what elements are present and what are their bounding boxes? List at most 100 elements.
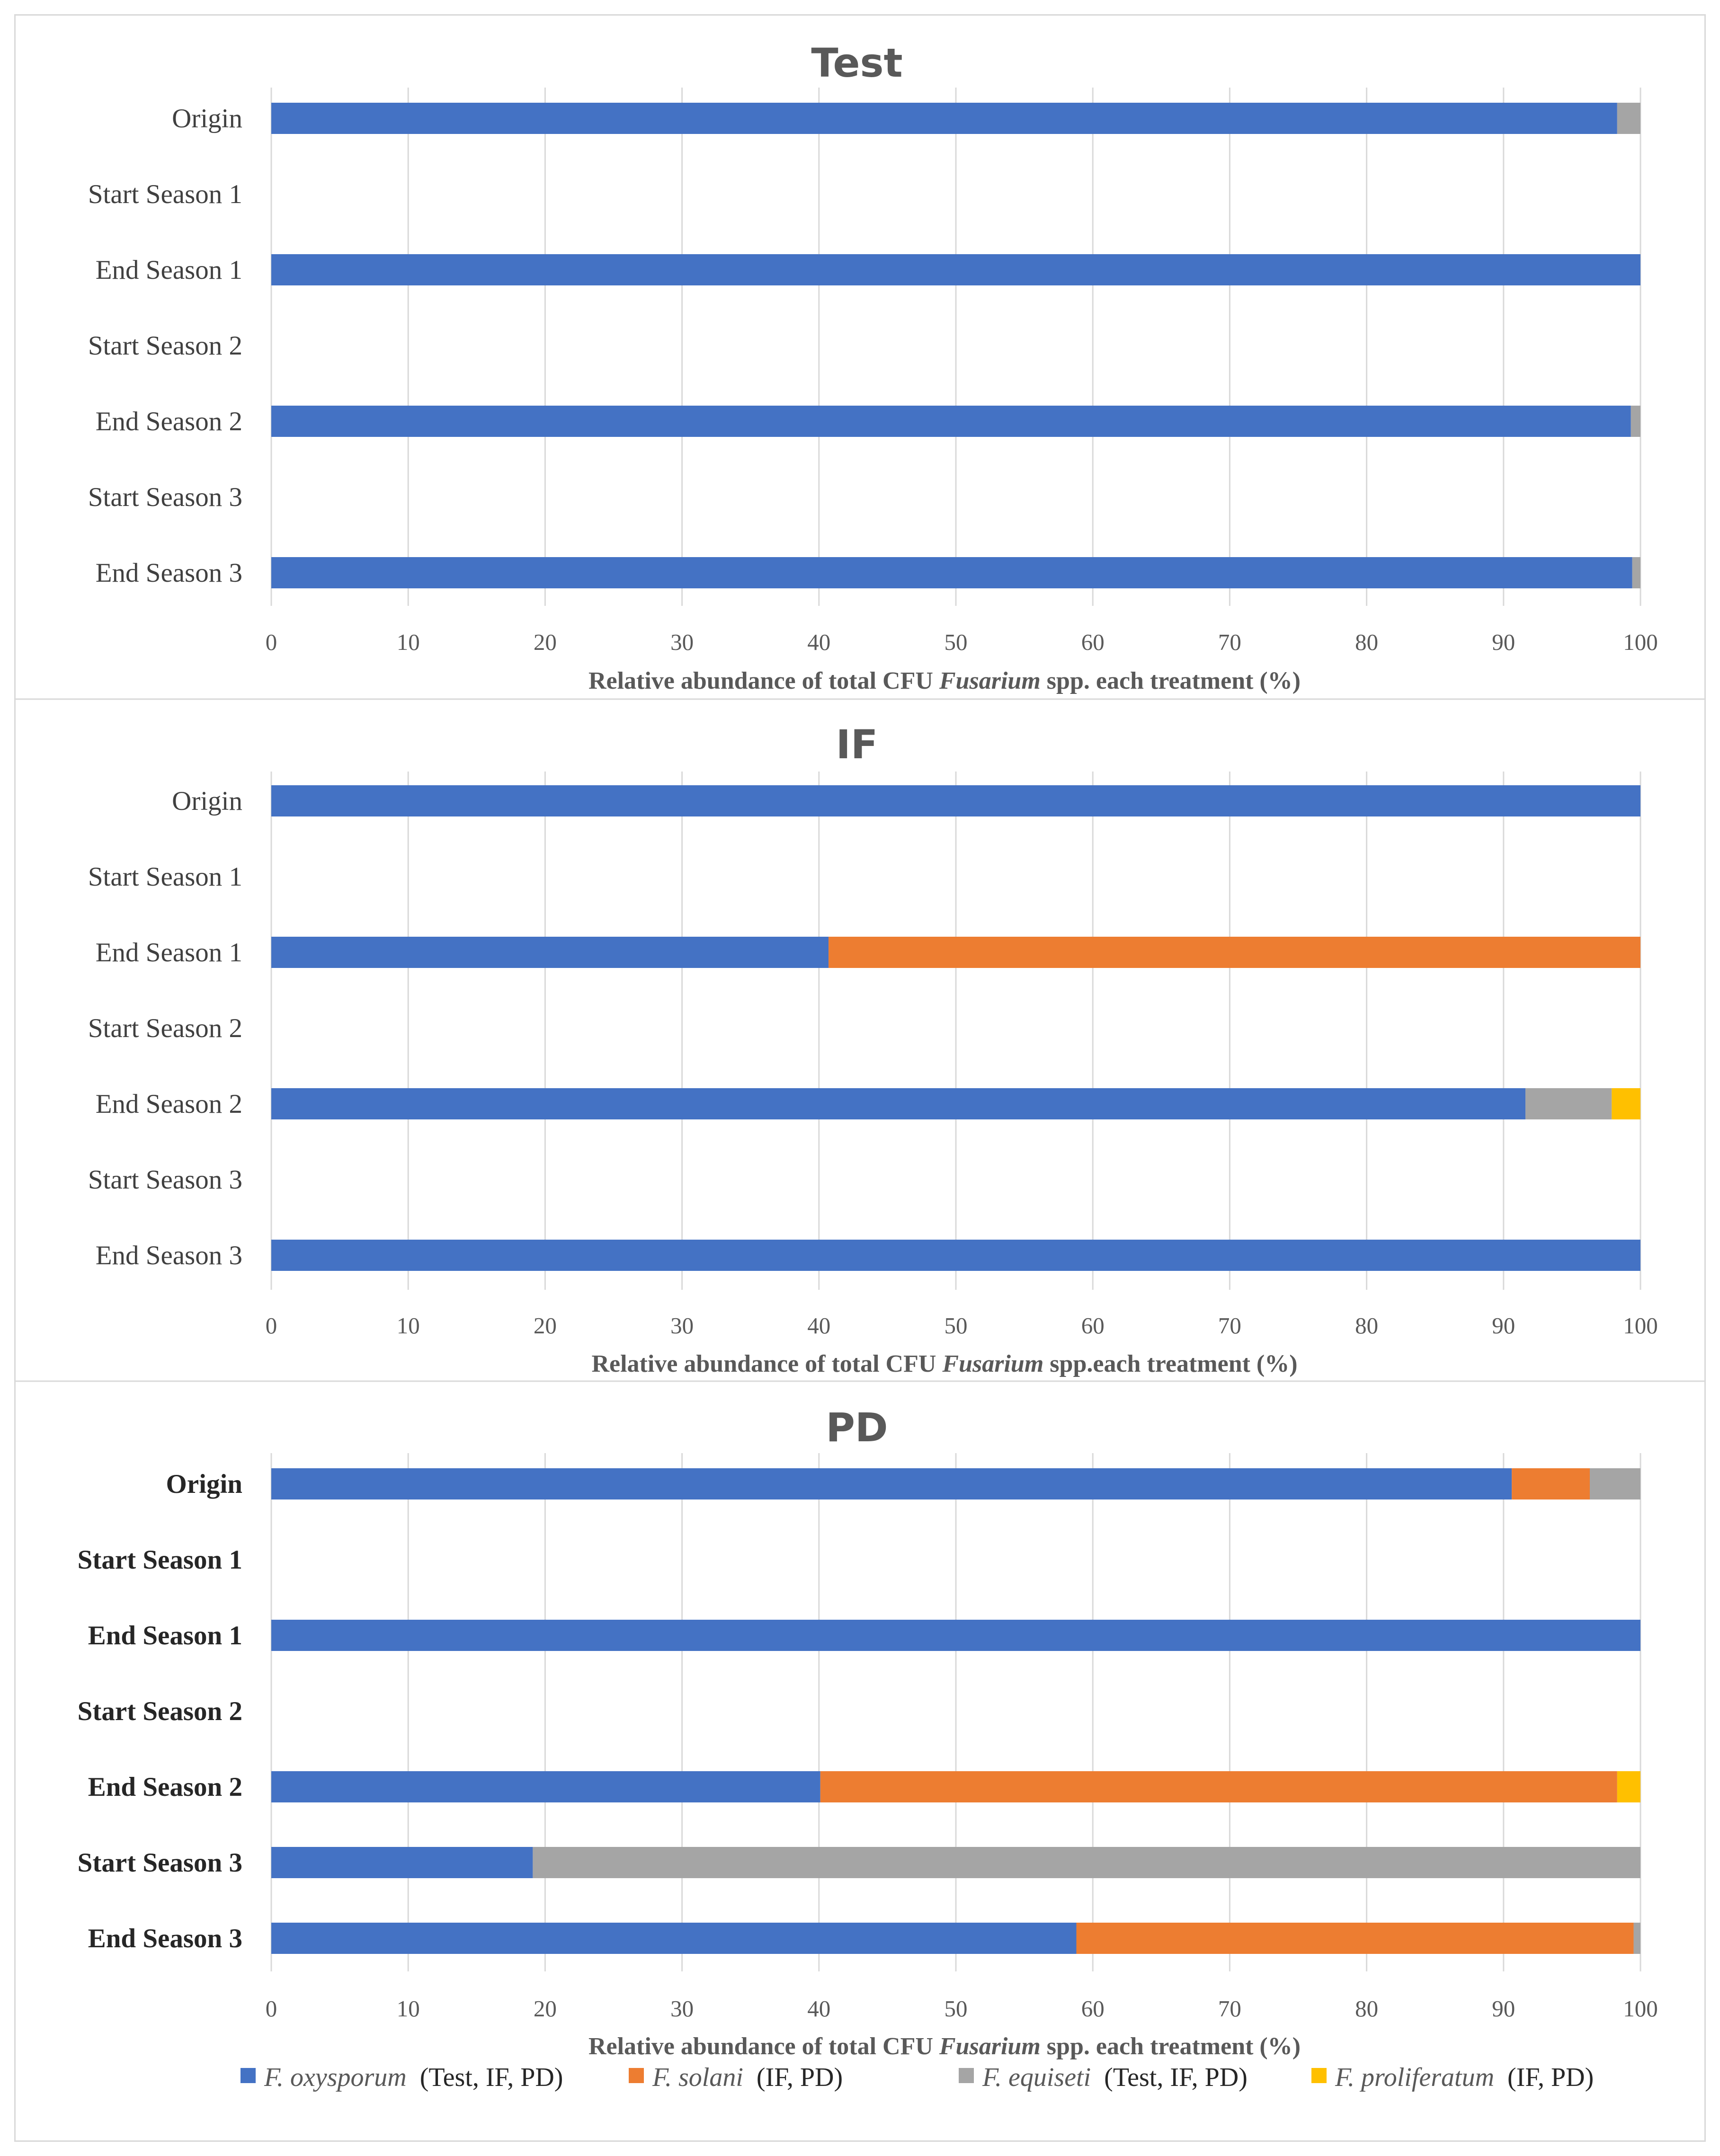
x-tick-label: 50 [945, 1313, 968, 1339]
x-tick-label: 50 [945, 629, 968, 655]
chart-title: IF [836, 721, 878, 768]
bar-f-oxysporum-end-season-3 [271, 1240, 1640, 1271]
x-axis-title: Relative abundance of total CFU Fusarium… [588, 667, 1301, 694]
bar-f-equiseti-origin [1589, 1468, 1640, 1499]
category-label: Start Season 3 [88, 482, 242, 512]
bar-f-equiseti-end-season-2 [1525, 1088, 1612, 1119]
x-axis-title: Relative abundance of total CFU Fusarium… [588, 2033, 1301, 2060]
legend-swatch-f-equiseti [959, 2068, 974, 2083]
bar-f-equiseti-origin [1617, 103, 1640, 134]
bar-f-oxysporum-end-season-1 [271, 254, 1640, 285]
bar-f-equiseti-start-season-3 [533, 1847, 1640, 1878]
category-label: End Season 3 [96, 558, 242, 588]
x-tick-label: 0 [266, 629, 277, 655]
legend-swatch-f-oxysporum [241, 2068, 256, 2083]
x-tick-label: 20 [534, 1996, 557, 2022]
x-tick-label: 60 [1081, 1313, 1105, 1339]
category-label: Start Season 3 [78, 1848, 242, 1878]
x-tick-label: 30 [670, 1313, 694, 1339]
category-label: Start Season 2 [78, 1696, 242, 1726]
x-tick-label: 90 [1492, 1996, 1515, 2022]
x-tick-label: 60 [1081, 1996, 1105, 2022]
bar-f-solani-end-season-2 [820, 1771, 1617, 1802]
bar-f-solani-end-season-3 [1076, 1923, 1634, 1954]
chart-panel-pd: PD Origin Start Season 1 End Season 1 Start … [78, 1404, 1658, 2060]
bar-f-oxysporum-origin [271, 103, 1617, 134]
category-label: Start Season 1 [88, 179, 242, 209]
chart-panel-if: IF Origin Start Season 1 End Season 1 Start … [88, 721, 1658, 1377]
bar-f-equiseti-end-season-3 [1633, 1923, 1640, 1954]
x-tick-label: 100 [1623, 629, 1658, 655]
x-tick-label: 30 [670, 629, 694, 655]
bar-f-oxysporum-start-season-3 [271, 1847, 533, 1878]
category-label: End Season 3 [96, 1241, 242, 1270]
category-label: Origin [172, 786, 242, 816]
x-tick-label: 10 [397, 1996, 420, 2022]
bar-f-oxysporum-origin [271, 785, 1640, 816]
chart-title: Test [811, 40, 902, 86]
legend-swatch-f-solani [629, 2068, 644, 2083]
x-tick-label: 40 [807, 1313, 830, 1339]
bar-f-oxysporum-end-season-2 [271, 1088, 1526, 1119]
x-tick-label: 50 [945, 1996, 968, 2022]
category-label: End Season 1 [88, 1621, 242, 1650]
x-tick-label: 80 [1355, 1996, 1378, 2022]
figure-frame [14, 14, 1706, 2142]
x-tick-label: 70 [1218, 629, 1241, 655]
legend-entry-f-equiseti: F. equiseti (Test, IF, PD) [982, 2063, 1248, 2092]
bar-f-oxysporum-end-season-1 [271, 1620, 1640, 1651]
legend-entry-f-solani: F. solani (IF, PD) [652, 2063, 843, 2092]
x-tick-label: 80 [1355, 629, 1378, 655]
bar-f-oxysporum-origin [271, 1468, 1512, 1499]
category-label: End Season 1 [96, 255, 242, 285]
x-tick-label: 100 [1623, 1313, 1658, 1339]
x-tick-label: 90 [1492, 629, 1515, 655]
category-label: Start Season 2 [88, 1013, 242, 1043]
bar-f-oxysporum-end-season-2 [271, 406, 1631, 437]
bar-f-proliferatum-end-season-2 [1617, 1771, 1640, 1802]
x-tick-label: 40 [807, 1996, 830, 2022]
x-tick-label: 10 [397, 1313, 420, 1339]
category-label: End Season 2 [88, 1772, 242, 1802]
category-label: End Season 1 [96, 938, 242, 967]
legend: F. oxysporum (Test, IF, PD) F. solani (IF, … [241, 2063, 1594, 2092]
category-label: Origin [166, 1469, 242, 1499]
x-tick-label: 10 [397, 629, 420, 655]
bar-f-oxysporum-end-season-1 [271, 937, 829, 968]
x-tick-label: 0 [266, 1996, 277, 2022]
bar-f-equiseti-end-season-2 [1631, 406, 1640, 437]
x-tick-label: 40 [807, 629, 830, 655]
x-tick-label: 90 [1492, 1313, 1515, 1339]
category-label: Start Season 1 [88, 862, 242, 892]
x-tick-label: 20 [534, 1313, 557, 1339]
chart-panel-test: Test Origin Start Season 1 End Season 1 Star… [88, 40, 1658, 694]
category-label: End Season 2 [96, 407, 242, 436]
x-tick-label: 70 [1218, 1313, 1241, 1339]
chart-title: PD [826, 1404, 888, 1451]
category-label: End Season 2 [96, 1089, 242, 1119]
category-label: Origin [172, 104, 242, 133]
x-tick-label: 60 [1081, 629, 1105, 655]
bar-f-oxysporum-end-season-3 [271, 1923, 1077, 1954]
bar-f-oxysporum-end-season-2 [271, 1771, 820, 1802]
x-tick-label: 30 [670, 1996, 694, 2022]
x-tick-label: 70 [1218, 1996, 1241, 2022]
x-tick-label: 100 [1623, 1996, 1658, 2022]
category-label: Start Season 1 [78, 1545, 242, 1575]
x-axis-title: Relative abundance of total CFU Fusarium… [591, 1350, 1297, 1377]
bar-f-proliferatum-end-season-2 [1612, 1088, 1640, 1119]
x-tick-label: 80 [1355, 1313, 1378, 1339]
bar-f-equiseti-end-season-3 [1632, 557, 1640, 588]
category-label: Start Season 2 [88, 331, 242, 361]
category-label: Start Season 3 [88, 1165, 242, 1195]
legend-swatch-f-proliferatum [1311, 2068, 1327, 2083]
legend-entry-f-proliferatum: F. proliferatum (IF, PD) [1335, 2063, 1594, 2092]
x-tick-label: 0 [266, 1313, 277, 1339]
bar-f-oxysporum-end-season-3 [271, 557, 1632, 588]
bar-f-solani-end-season-1 [829, 937, 1640, 968]
x-tick-label: 20 [534, 629, 557, 655]
bar-f-solani-origin [1512, 1468, 1590, 1499]
category-label: End Season 3 [88, 1924, 242, 1953]
legend-entry-f-oxysporum: F. oxysporum (Test, IF, PD) [264, 2063, 563, 2092]
